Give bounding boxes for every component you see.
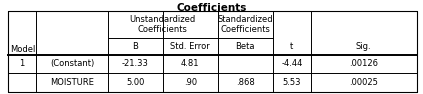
Text: .868: .868 — [236, 78, 255, 87]
Text: t: t — [290, 42, 294, 51]
Text: Unstandardized
Coefficients: Unstandardized Coefficients — [130, 15, 196, 34]
Text: .90: .90 — [184, 78, 197, 87]
Text: -21.33: -21.33 — [122, 59, 149, 68]
Text: .00126: .00126 — [349, 59, 378, 68]
Text: Standardized
Coefficients: Standardized Coefficients — [217, 15, 273, 34]
Text: MOISTURE: MOISTURE — [50, 78, 94, 87]
Text: .00025: .00025 — [349, 78, 378, 87]
Text: -4.44: -4.44 — [281, 59, 302, 68]
Text: Std. Error: Std. Error — [170, 42, 210, 51]
Text: 5.53: 5.53 — [283, 78, 301, 87]
Text: 4.81: 4.81 — [181, 59, 200, 68]
Text: Model: Model — [11, 45, 36, 54]
Text: Beta: Beta — [236, 42, 255, 51]
Text: 1: 1 — [19, 59, 25, 68]
Text: (Constant): (Constant) — [50, 59, 94, 68]
Text: 5.00: 5.00 — [126, 78, 145, 87]
Text: B: B — [132, 42, 138, 51]
Text: Coefficients: Coefficients — [176, 3, 247, 13]
Text: Sig.: Sig. — [356, 42, 371, 51]
